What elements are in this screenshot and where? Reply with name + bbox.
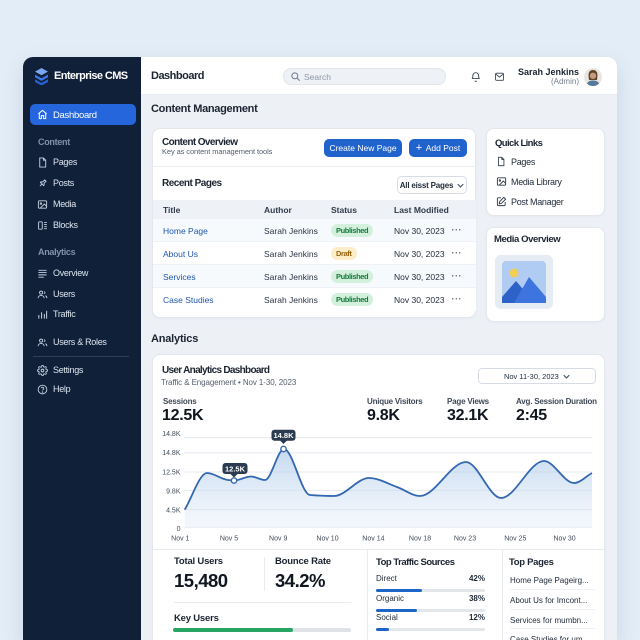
svg-text:0: 0 xyxy=(177,526,181,533)
svg-text:Nov 9: Nov 9 xyxy=(269,536,287,543)
svg-text:Nov 18: Nov 18 xyxy=(409,536,431,543)
svg-text:14.8K: 14.8K xyxy=(273,431,294,440)
svg-text:12.5K: 12.5K xyxy=(225,464,246,473)
svg-text:14.8K: 14.8K xyxy=(162,431,181,438)
svg-text:12.5K: 12.5K xyxy=(162,470,181,477)
svg-text:Nov 5: Nov 5 xyxy=(220,536,238,543)
svg-text:Nov 25: Nov 25 xyxy=(504,536,526,543)
svg-text:Nov 30: Nov 30 xyxy=(554,536,576,543)
svg-text:Nov 14: Nov 14 xyxy=(362,536,384,543)
svg-text:Nov 10: Nov 10 xyxy=(316,536,338,543)
svg-text:14.8K: 14.8K xyxy=(162,450,181,457)
svg-text:Nov 1: Nov 1 xyxy=(171,536,189,543)
svg-text:Nov 23: Nov 23 xyxy=(454,536,476,543)
svg-text:4.5K: 4.5K xyxy=(166,507,181,514)
svg-text:9.8K: 9.8K xyxy=(166,488,181,495)
